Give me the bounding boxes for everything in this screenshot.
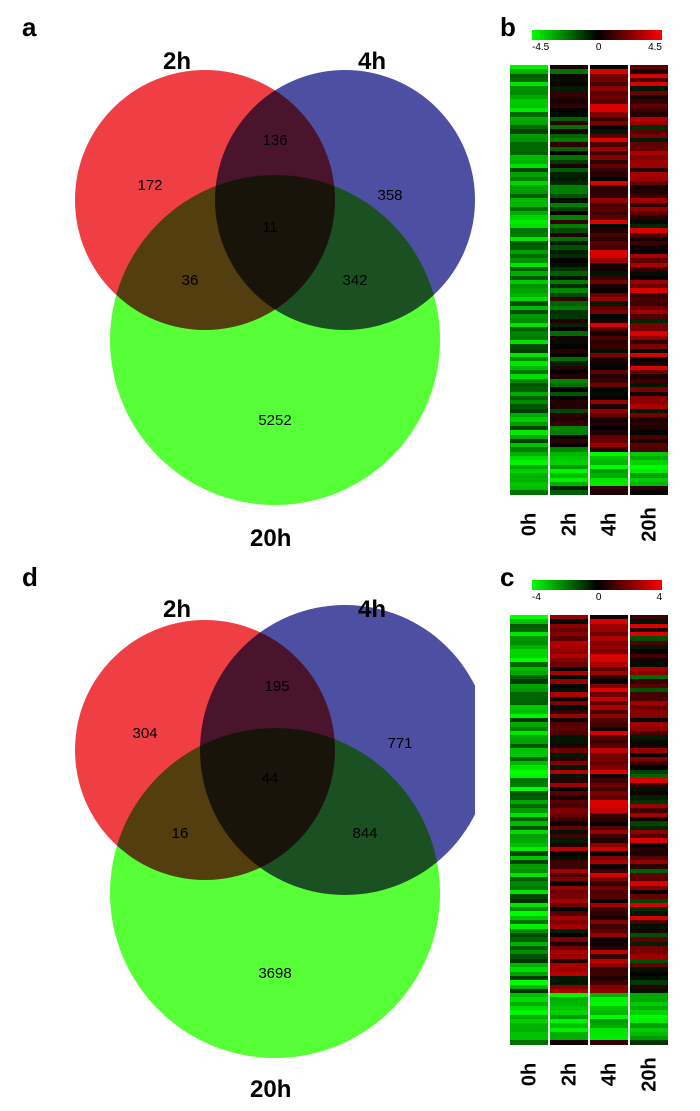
cb-b-max: 4.5 bbox=[648, 42, 662, 53]
cb-c-min: -4 bbox=[532, 592, 541, 603]
heatmap-column bbox=[510, 65, 548, 495]
cb-b-mid: 0 bbox=[596, 42, 602, 53]
svg-text:11: 11 bbox=[262, 219, 278, 236]
heatmap-column bbox=[510, 615, 548, 1045]
venn-a: 2h 4h 20h 172 358 5252 136 36 342 11 bbox=[45, 30, 475, 550]
panel-label-d: d bbox=[22, 562, 38, 593]
venn-a-label-4h: 4h bbox=[358, 48, 386, 76]
heatmap-c: 0h2h4h20h bbox=[510, 615, 670, 1086]
heatmap-column bbox=[550, 615, 588, 1045]
svg-text:36: 36 bbox=[182, 272, 199, 289]
venn-d: 2h 4h 20h 30477136981951684444 bbox=[45, 578, 475, 1098]
heatmap-column bbox=[550, 65, 588, 495]
heatmap-xlabel: 4h bbox=[599, 504, 622, 544]
heatmap-xlabel: 20h bbox=[639, 504, 662, 544]
svg-text:195: 195 bbox=[264, 678, 289, 695]
svg-text:844: 844 bbox=[352, 825, 377, 842]
heatmap-column bbox=[630, 615, 668, 1045]
venn-d-label-4h: 4h bbox=[358, 596, 386, 624]
svg-text:771: 771 bbox=[387, 735, 412, 752]
svg-text:172: 172 bbox=[137, 177, 162, 194]
cb-b-min: -4.5 bbox=[532, 42, 549, 53]
venn-a-label-2h: 2h bbox=[163, 48, 191, 76]
svg-text:358: 358 bbox=[377, 187, 402, 204]
svg-text:342: 342 bbox=[342, 272, 367, 289]
panel-label-c: c bbox=[500, 562, 514, 593]
venn-d-label-2h: 2h bbox=[163, 596, 191, 624]
heatmap-column bbox=[590, 65, 628, 495]
heatmap-column bbox=[590, 615, 628, 1045]
heatmap-xlabel: 20h bbox=[639, 1054, 662, 1094]
heatmap-xlabel: 2h bbox=[559, 1054, 582, 1094]
svg-text:5252: 5252 bbox=[258, 412, 291, 429]
venn-d-label-20h: 20h bbox=[250, 1076, 291, 1104]
heatmap-xlabel: 0h bbox=[519, 504, 542, 544]
svg-text:44: 44 bbox=[262, 770, 279, 787]
heatmap-column bbox=[630, 65, 668, 495]
panel-label-b: b bbox=[500, 12, 516, 43]
cb-c-max: 4 bbox=[656, 592, 662, 603]
heatmap-b: 0h2h4h20h bbox=[510, 65, 670, 536]
heatmap-xlabel: 0h bbox=[519, 1054, 542, 1094]
heatmap-xlabel: 2h bbox=[559, 504, 582, 544]
svg-text:3698: 3698 bbox=[258, 965, 291, 982]
svg-text:304: 304 bbox=[132, 725, 157, 742]
svg-text:16: 16 bbox=[172, 825, 189, 842]
venn-a-label-20h: 20h bbox=[250, 525, 291, 553]
heatmap-c-colorbar: -4 0 4 bbox=[532, 580, 662, 603]
cb-c-mid: 0 bbox=[596, 592, 602, 603]
venn-a-svg: 172 358 5252 136 36 342 11 bbox=[45, 30, 475, 530]
heatmap-xlabel: 4h bbox=[599, 1054, 622, 1094]
heatmap-b-colorbar: -4.5 0 4.5 bbox=[532, 30, 662, 53]
venn-d-svg: 304 771 3698 195 16 844 44 bbox=[45, 578, 475, 1083]
svg-text:136: 136 bbox=[262, 132, 287, 149]
panel-label-a: a bbox=[22, 12, 36, 43]
